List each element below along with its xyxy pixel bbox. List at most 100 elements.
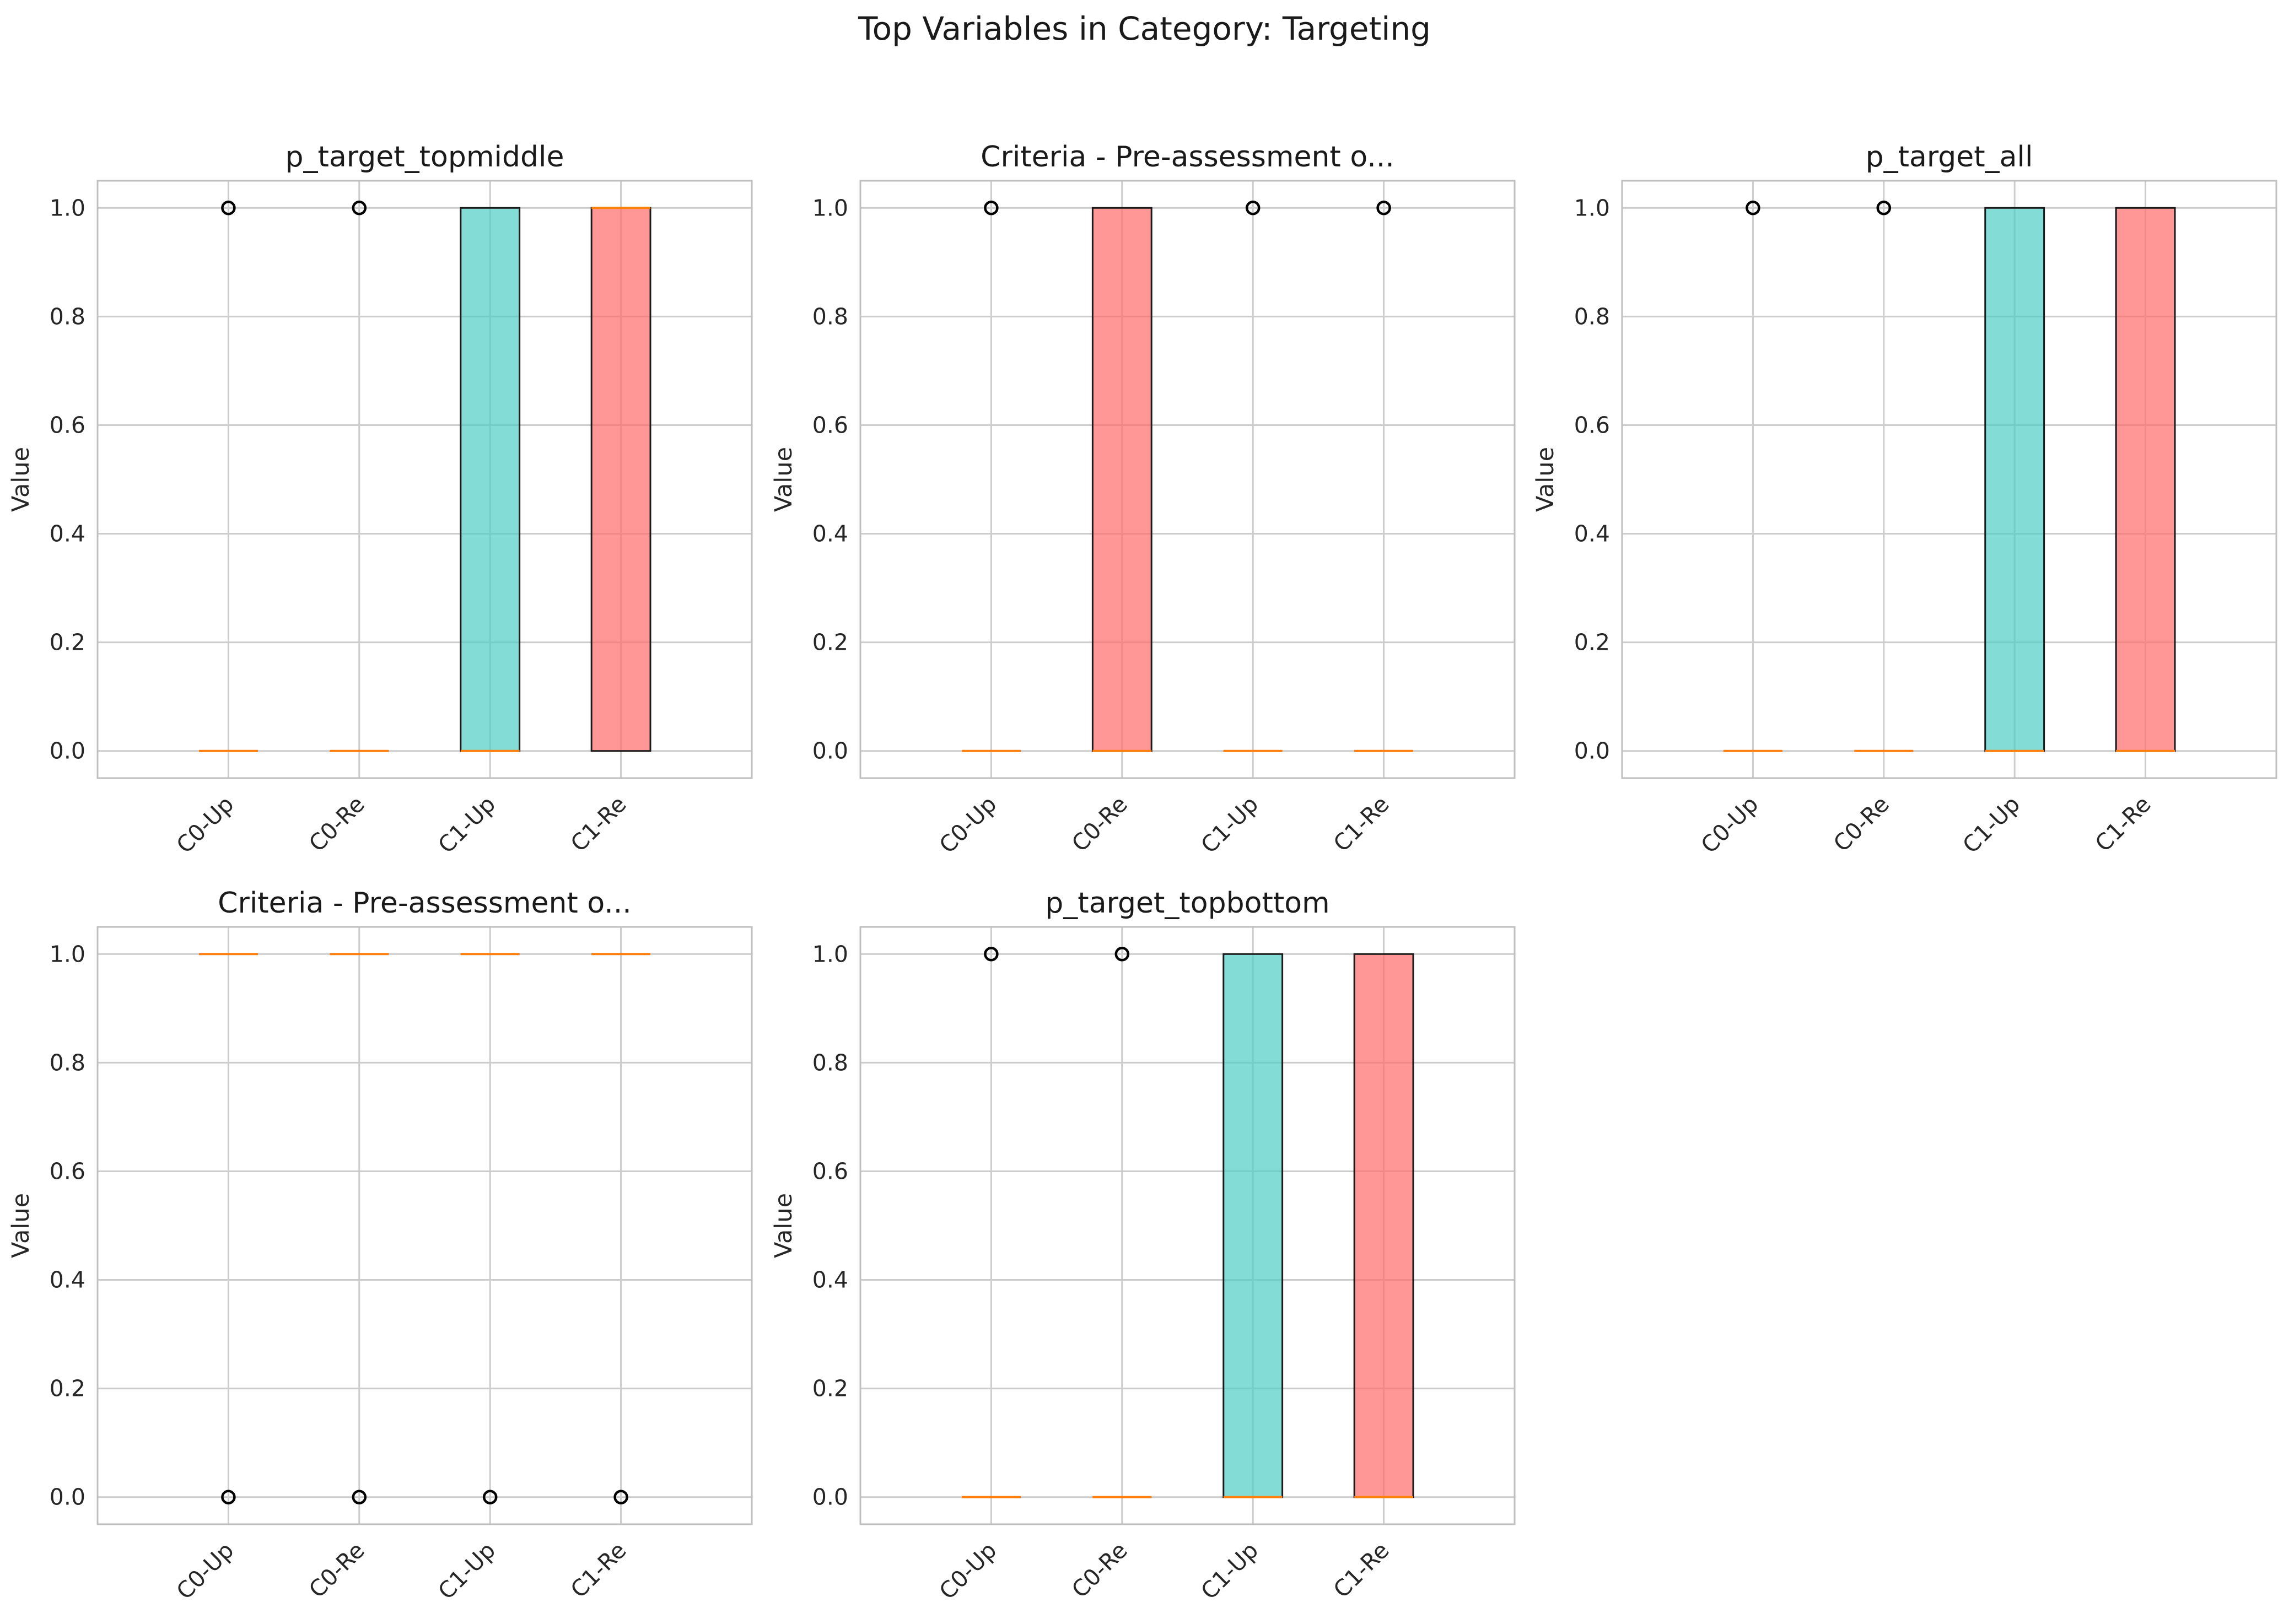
- box-C0-Re: [1854, 201, 1914, 752]
- box-C0-Up: [1723, 201, 1782, 752]
- axes-frame: [96, 180, 753, 779]
- flier-point: [984, 947, 999, 962]
- flier-point: [1876, 201, 1892, 215]
- y-tick-label: 0.0: [50, 1484, 85, 1510]
- flier-point: [613, 1490, 628, 1504]
- x-tick-label: C1-Up: [1196, 1537, 1264, 1605]
- y-tick-label: 1.0: [50, 941, 85, 967]
- panel-title: Criteria - Pre-assessment o...: [218, 887, 632, 920]
- box-C0-Re: [1091, 207, 1152, 752]
- y-tick-label: 0.4: [50, 521, 85, 547]
- box-body: [1222, 953, 1284, 1498]
- y-tick-label: 0.8: [812, 1049, 848, 1076]
- box-C1-Up: [460, 207, 521, 752]
- y-tick-label: 1.0: [1574, 195, 1610, 221]
- x-tick-label: C1-Up: [433, 1537, 501, 1605]
- axes-frame: [96, 926, 753, 1525]
- y-tick-label: 0.0: [1574, 738, 1610, 764]
- flier-point: [352, 1490, 367, 1504]
- y-tick-label: 1.0: [50, 195, 85, 221]
- x-tick-label: C1-Up: [433, 791, 501, 859]
- axes-frame: [859, 926, 1516, 1525]
- y-tick-label: 0.2: [1574, 629, 1610, 656]
- panel-5: 0.0 0.2 0.4 0.6 0.8 1.0 C0-Up C0-Re C1-Up C1-Re Va…: [770, 887, 1516, 1605]
- box-body: [1353, 953, 1414, 1498]
- box-C1-Up: [460, 953, 520, 1504]
- y-tick-label: 0.6: [50, 1158, 85, 1184]
- x-tick-label: C1-Re: [565, 791, 632, 857]
- y-tick-label: 0.4: [812, 1267, 848, 1293]
- y-tick-label: 0.6: [812, 412, 848, 438]
- y-tick-label: 0.2: [50, 629, 85, 656]
- y-tick-label: 0.2: [812, 1375, 848, 1402]
- x-tick-label: C0-Re: [304, 791, 370, 857]
- flier-point: [221, 201, 236, 215]
- flier-point: [1114, 947, 1130, 962]
- flier-point: [1376, 201, 1391, 215]
- y-tick-label: 0.6: [812, 1158, 848, 1184]
- y-axis-label: Value: [7, 1193, 35, 1258]
- panel-title: Criteria - Pre-assessment o...: [981, 141, 1394, 174]
- x-tick-label: C0-Re: [1828, 791, 1894, 857]
- y-axis-label: Value: [7, 447, 35, 512]
- y-tick-label: 0.4: [50, 1267, 85, 1293]
- y-tick-label: 0.8: [1574, 303, 1610, 330]
- figure-title: Top Variables in Category: Targeting: [858, 10, 1431, 47]
- panel-title: p_target_all: [1866, 141, 2033, 174]
- flier-point: [984, 201, 999, 215]
- box-C1-Up: [1223, 201, 1283, 752]
- y-tick-label: 1.0: [812, 941, 848, 967]
- x-tick-label: C1-Up: [1196, 791, 1264, 859]
- axes-frame: [859, 180, 1516, 779]
- x-tick-label: C0-Up: [1696, 791, 1764, 859]
- axes-frame: [1621, 180, 2277, 779]
- y-tick-label: 0.8: [50, 303, 85, 330]
- x-tick-label: C0-Up: [171, 1537, 239, 1605]
- box-C0-Re: [1092, 947, 1152, 1498]
- y-axis-label: Value: [770, 447, 798, 512]
- y-tick-label: 0.6: [1574, 412, 1610, 438]
- box-C0-Up: [961, 947, 1021, 1498]
- y-tick-label: 0.2: [812, 629, 848, 656]
- flier-point: [482, 1490, 498, 1504]
- box-C1-Up: [1984, 207, 2045, 752]
- box-body: [590, 207, 651, 752]
- x-tick-label: C0-Up: [934, 1537, 1002, 1605]
- x-tick-label: C1-Up: [1958, 791, 2026, 859]
- box-C0-Up: [961, 201, 1021, 752]
- y-tick-label: 0.8: [50, 1049, 85, 1076]
- y-tick-label: 0.2: [50, 1375, 85, 1402]
- flier-point: [1746, 201, 1760, 215]
- y-tick-label: 0.4: [1574, 521, 1610, 547]
- y-tick-label: 0.0: [50, 738, 85, 764]
- box-C0-Re: [330, 953, 389, 1504]
- x-tick-label: C0-Up: [171, 791, 239, 859]
- panel-title: p_target_topbottom: [1045, 887, 1329, 920]
- x-tick-label: C1-Re: [1328, 791, 1394, 857]
- box-body: [460, 207, 521, 752]
- y-tick-label: 1.0: [812, 195, 848, 221]
- y-tick-label: 0.0: [812, 738, 848, 764]
- box-C0-Up: [198, 953, 258, 1504]
- box-body: [2115, 207, 2176, 752]
- panel-1: 0.0 0.2 0.4 0.6 0.8 1.0 C0-Up C0-Re C1-Up C1-Re Va…: [7, 141, 753, 859]
- box-C1-Re: [1353, 953, 1414, 1498]
- panel-title: p_target_topmiddle: [286, 141, 564, 174]
- box-C1-Up: [1222, 953, 1284, 1498]
- panel-3: 0.0 0.2 0.4 0.6 0.8 1.0 C0-Up C0-Re C1-Up C1-Re Va…: [1532, 141, 2277, 859]
- x-tick-label: C1-Re: [1328, 1537, 1394, 1603]
- y-tick-label: 0.6: [50, 412, 85, 438]
- y-tick-label: 0.0: [812, 1484, 848, 1510]
- box-C1-Re: [1354, 201, 1414, 752]
- y-axis-label: Value: [770, 1193, 798, 1258]
- x-tick-label: C0-Re: [1067, 791, 1133, 857]
- flier-point: [221, 1490, 236, 1504]
- box-body: [1091, 207, 1152, 752]
- x-tick-label: C1-Re: [565, 1537, 632, 1603]
- box-C0-Up: [198, 201, 258, 752]
- y-tick-label: 0.8: [812, 303, 848, 330]
- flier-point: [352, 201, 367, 215]
- y-tick-label: 0.4: [812, 521, 848, 547]
- panel-4: 0.0 0.2 0.4 0.6 0.8 1.0 C0-Up C0-Re C1-Up C1-Re Va…: [7, 887, 753, 1605]
